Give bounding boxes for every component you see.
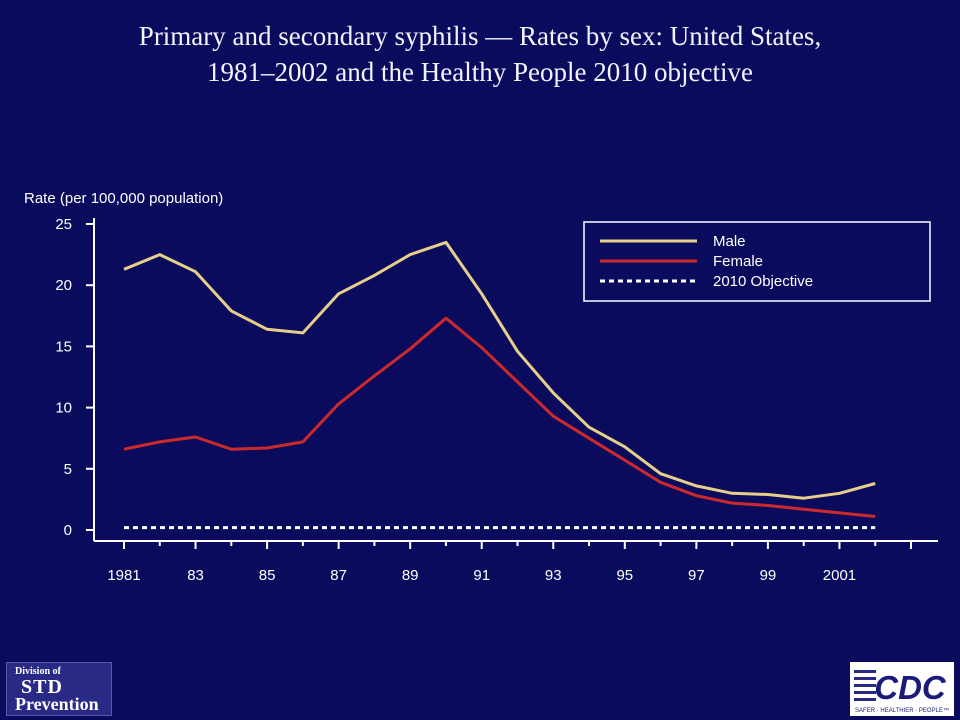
y-tick-label: 5 bbox=[64, 461, 72, 478]
x-tick-label: 83 bbox=[187, 567, 204, 584]
chart-title: Primary and secondary syphilis — Rates b… bbox=[0, 18, 960, 90]
std-logo-line-2: STD bbox=[21, 676, 63, 698]
legend: Male Female 2010 Objective bbox=[583, 221, 931, 302]
x-tick-label: 1981 bbox=[107, 567, 140, 584]
series-line-female bbox=[123, 316, 876, 518]
cdc-logo: CDC SAFER · HEALTHIER · PEOPLE™ bbox=[850, 662, 954, 716]
series-line-male bbox=[123, 240, 876, 500]
x-tick-label: 93 bbox=[545, 567, 562, 584]
x-tick-label: 85 bbox=[259, 567, 276, 584]
std-logo-line-1: Division of bbox=[15, 666, 61, 677]
x-tick-label: 91 bbox=[473, 567, 490, 584]
y-tick-label: 10 bbox=[55, 400, 72, 417]
y-tick-label: 25 bbox=[55, 216, 72, 233]
x-tick-label: 97 bbox=[688, 567, 705, 584]
cdc-logo-stripes bbox=[854, 670, 876, 701]
chart-title-line-2: 1981–2002 and the Healthy People 2010 ob… bbox=[207, 57, 753, 87]
y-tick-label: 0 bbox=[64, 522, 72, 539]
cdc-logo-text: CDC bbox=[874, 669, 947, 706]
legend-label-female: Female bbox=[713, 253, 763, 270]
y-tick-label: 20 bbox=[55, 277, 72, 294]
axes: 0 5 10 15 20 25 1981 83 85 87 89 91 93 95 97 99 2001 bbox=[55, 216, 938, 584]
series-layer bbox=[123, 240, 876, 530]
x-tick-label: 95 bbox=[616, 567, 633, 584]
legend-box bbox=[583, 221, 931, 302]
x-tick-label: 2001 bbox=[823, 567, 856, 584]
std-logo-line-3: Prevention bbox=[15, 694, 99, 714]
y-tick-label: 15 bbox=[55, 338, 72, 355]
legend-label-2010-objective: 2010 Objective bbox=[713, 273, 813, 290]
x-tick-label: 99 bbox=[760, 567, 777, 584]
std-prevention-logo: Division of STD Prevention bbox=[6, 662, 112, 716]
x-tick-label: 89 bbox=[402, 567, 419, 584]
chart-title-line-1: Primary and secondary syphilis — Rates b… bbox=[138, 21, 822, 51]
y-axis-title: Rate (per 100,000 population) bbox=[24, 190, 223, 207]
legend-label-male: Male bbox=[713, 233, 746, 250]
cdc-logo-tagline: SAFER · HEALTHIER · PEOPLE™ bbox=[855, 707, 949, 714]
x-tick-label: 87 bbox=[330, 567, 347, 584]
